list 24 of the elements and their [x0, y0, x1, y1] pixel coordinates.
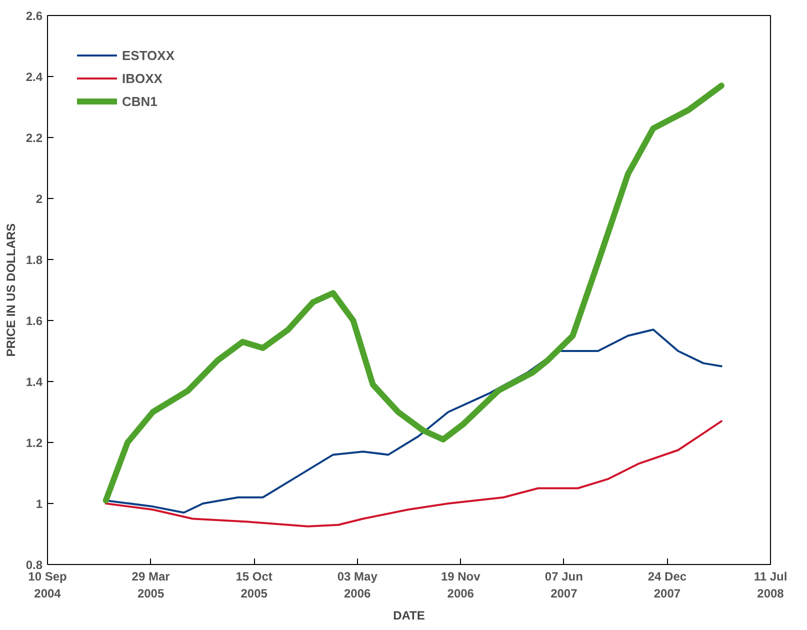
y-tick-label: 2.2	[26, 131, 43, 145]
y-tick-label: 2	[36, 192, 43, 206]
x-tick-label: 29 Mar 2005	[132, 570, 170, 600]
x-tick-label: 24 Dec 2007	[648, 570, 687, 600]
x-tick-label: 10 Sep 2004	[28, 570, 67, 600]
y-tick-label: 1.6	[26, 314, 43, 328]
x-tick-label: 11 Jul 2008	[754, 570, 788, 600]
y-tick-label: 1.4	[26, 375, 43, 389]
line-series	[104, 420, 722, 528]
y-tick-label: 2.4	[26, 70, 43, 84]
legend-label: CBN1	[122, 94, 158, 108]
x-tick-label: 19 Nov 2006	[440, 570, 481, 600]
x-tick-label: 15 Oct 2005	[236, 570, 272, 600]
y-axis-title: PRICE IN US DOLLARS	[4, 223, 18, 357]
legend-label: IBOXX	[122, 70, 162, 86]
x-tick-label: 03 May 2006	[337, 570, 378, 600]
x-axis-title: DATE	[393, 608, 425, 622]
x-tick-label: 07 Jun 2007	[544, 570, 583, 600]
y-tick-label: 0.8	[26, 558, 43, 572]
y-tick-label: 1.8	[26, 253, 43, 267]
y-tick-label: 1	[36, 497, 43, 511]
y-tick-label: 1.2	[26, 436, 43, 450]
y-tick-label: 2.6	[26, 9, 43, 23]
legend-label: ESTOXX	[122, 48, 175, 62]
